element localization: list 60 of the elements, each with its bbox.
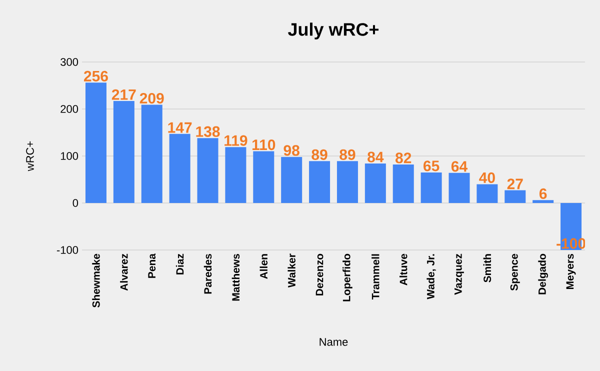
bar: [281, 156, 302, 203]
x-tick-label: Meyers: [566, 254, 576, 290]
x-tick-label: Walker: [288, 254, 296, 288]
x-tick-label: Vazquez: [454, 254, 464, 295]
x-axis-title: Name: [320, 338, 348, 346]
data-label: 82: [395, 152, 412, 164]
bar: [420, 172, 442, 203]
data-label: 65: [424, 160, 440, 172]
data-label: 6: [539, 188, 547, 199]
x-tick-label: Trammell: [372, 254, 380, 300]
data-label: 89: [312, 149, 328, 160]
data-label: 98: [284, 145, 300, 156]
bar: [113, 101, 134, 203]
bar: [364, 164, 386, 203]
bar: [253, 151, 274, 203]
x-tick-label: Diaz: [176, 254, 184, 274]
bar: [336, 161, 358, 203]
x-tick-label: Alvarez: [120, 254, 128, 291]
data-label: 119: [224, 135, 248, 146]
x-tick-label: Allen: [260, 254, 268, 279]
data-label: 27: [507, 178, 523, 190]
y-tick-label: 100: [60, 152, 78, 160]
x-tick-label: Delgado: [538, 254, 548, 294]
data-label: 84: [368, 152, 384, 162]
bar: [85, 82, 106, 203]
bar: [532, 200, 554, 203]
bar: [309, 161, 330, 203]
data-label: 256: [84, 70, 108, 82]
bar: [504, 190, 526, 203]
bar: [225, 147, 246, 203]
x-tick-label: Pena: [148, 253, 156, 278]
x-tick-label: Wade, Jr.: [426, 254, 436, 300]
y-tick-label: -100: [56, 246, 78, 254]
x-tick-label: Smith: [483, 254, 492, 282]
bar: [448, 172, 470, 203]
data-label: 40: [479, 172, 495, 183]
x-tick-label: Dezenzo: [316, 254, 324, 296]
x-tick-label: Loperfido: [342, 254, 352, 302]
data-label: 138: [196, 126, 220, 137]
x-tick-label: Altuve: [400, 254, 408, 286]
x-tick-label: Shewmake: [92, 254, 100, 308]
data-label: 64: [451, 161, 468, 172]
chart-title: July wRC+: [288, 22, 379, 40]
x-tick-label: Matthews: [232, 254, 240, 301]
x-tick-label: Paredes: [204, 254, 212, 294]
y-tick-label: 300: [60, 58, 78, 66]
y-tick-label: 0: [72, 199, 78, 207]
data-label: 89: [340, 149, 356, 160]
bar: [169, 134, 190, 203]
data-label: 110: [252, 139, 276, 150]
y-tick-label: 200: [60, 105, 78, 113]
y-axis-title: wRC+: [26, 141, 34, 172]
x-tick-label: Spence: [510, 254, 520, 291]
bar: [476, 184, 498, 203]
data-label: 147: [168, 122, 192, 133]
data-label: 209: [140, 92, 164, 104]
bar: [392, 164, 414, 203]
bar: [197, 138, 218, 203]
data-label: 217: [112, 89, 136, 100]
bar: [141, 104, 162, 203]
